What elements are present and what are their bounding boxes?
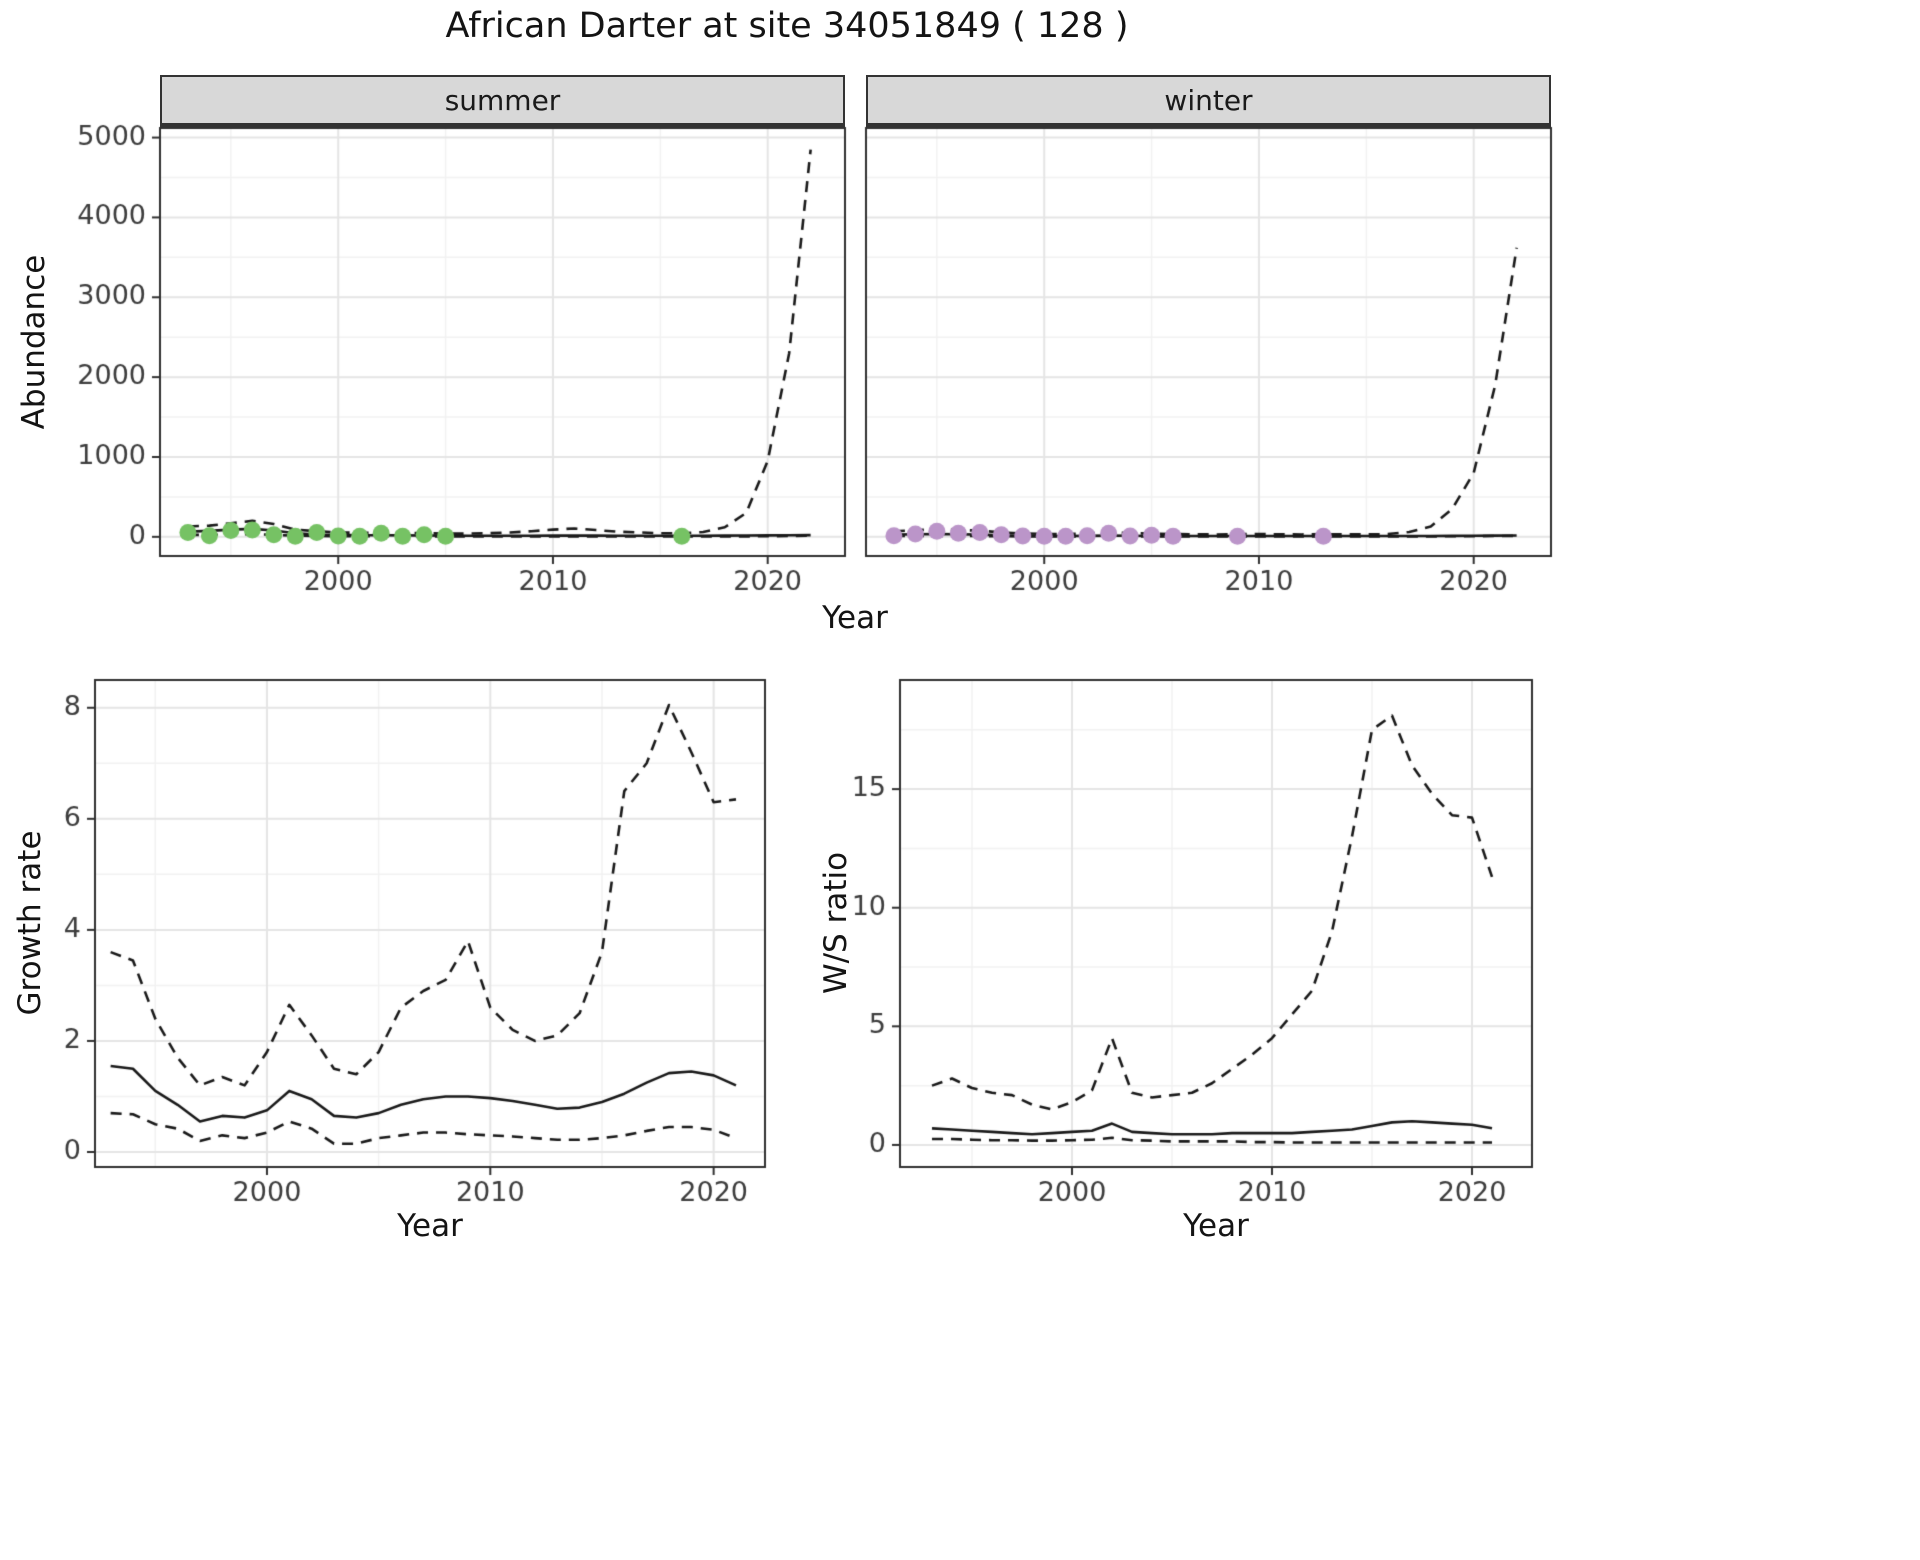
year-axis-label-bottom-right: Year bbox=[1183, 1208, 1249, 1244]
growth-rate-axis-label: Growth rate bbox=[12, 830, 48, 1016]
ws-ratio-axis-label: W/S ratio bbox=[818, 851, 854, 995]
chart-title: African Darter at site 34051849 ( 128 ) bbox=[445, 6, 1129, 46]
facet-strip-winter-label: winter bbox=[1164, 83, 1253, 117]
year-axis-label-bottom-left: Year bbox=[397, 1208, 463, 1244]
facet-strip-winter: winter bbox=[866, 75, 1551, 128]
facet-strip-summer: summer bbox=[160, 75, 845, 128]
facet-strip-summer-label: summer bbox=[444, 83, 561, 117]
abundance-axis-label: Abundance bbox=[16, 254, 52, 430]
year-axis-label-top: Year bbox=[822, 600, 888, 636]
